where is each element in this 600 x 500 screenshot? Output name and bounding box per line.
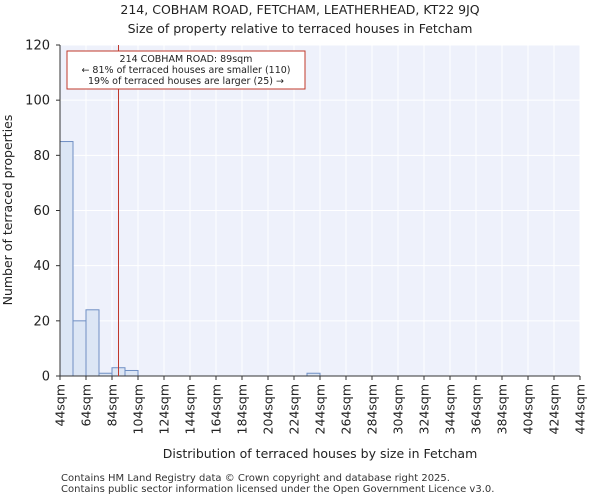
y-tick-label: 60 xyxy=(33,204,50,219)
histogram-bar xyxy=(59,141,74,377)
y-axis-label: Number of terraced properties xyxy=(0,115,15,306)
histogram-bar xyxy=(85,309,100,377)
annotation-line-1: 214 COBHAM ROAD: 89sqm xyxy=(120,54,253,65)
x-tick-label: 224sqm xyxy=(287,384,302,434)
x-tick-label: 344sqm xyxy=(443,384,458,434)
y-tick-label: 20 xyxy=(33,314,50,329)
footer-line-1: Contains HM Land Registry data © Crown c… xyxy=(61,473,450,484)
y-tick-label: 120 xyxy=(25,39,50,54)
y-tick-label: 0 xyxy=(42,370,50,385)
histogram-bar xyxy=(124,369,139,377)
x-tick-label: 404sqm xyxy=(521,384,536,434)
histogram-bar xyxy=(72,320,87,377)
x-tick-label: 184sqm xyxy=(235,384,250,434)
x-tick-label: 44sqm xyxy=(53,384,68,427)
x-tick-label: 204sqm xyxy=(261,384,276,434)
x-tick-label: 264sqm xyxy=(339,384,354,434)
x-tick-label: 244sqm xyxy=(313,384,328,434)
annotation-line-2: ← 81% of terraced houses are smaller (11… xyxy=(81,65,290,76)
annotation-box: 214 COBHAM ROAD: 89sqm ← 81% of terraced… xyxy=(66,50,306,90)
x-tick-label: 144sqm xyxy=(183,384,198,434)
x-tick-label: 84sqm xyxy=(105,384,120,427)
y-tick-label: 80 xyxy=(33,149,50,164)
chart-title: 214, COBHAM ROAD, FETCHAM, LEATHERHEAD, … xyxy=(120,2,480,17)
x-tick-label: 324sqm xyxy=(417,384,432,434)
x-tick-label: 104sqm xyxy=(131,384,146,434)
x-tick-label: 444sqm xyxy=(573,384,588,434)
x-tick-label: 384sqm xyxy=(495,384,510,434)
y-tick-label: 100 xyxy=(25,94,50,109)
x-tick-label: 364sqm xyxy=(469,384,484,434)
x-tick-label: 424sqm xyxy=(547,384,562,434)
x-tick-label: 304sqm xyxy=(391,384,406,434)
x-tick-label: 164sqm xyxy=(209,384,224,434)
chart-subtitle: Size of property relative to terraced ho… xyxy=(127,21,473,36)
y-tick-label: 40 xyxy=(33,259,50,274)
footer-line-2: Contains public sector information licen… xyxy=(61,484,495,495)
annotation-frame xyxy=(66,50,306,90)
x-axis-label: Distribution of terraced houses by size … xyxy=(163,446,478,461)
annotation-line-3: 19% of terraced houses are larger (25) → xyxy=(88,76,284,87)
x-tick-label: 64sqm xyxy=(79,384,94,427)
x-tick-label: 284sqm xyxy=(365,384,380,434)
x-tick-label: 124sqm xyxy=(157,384,172,434)
